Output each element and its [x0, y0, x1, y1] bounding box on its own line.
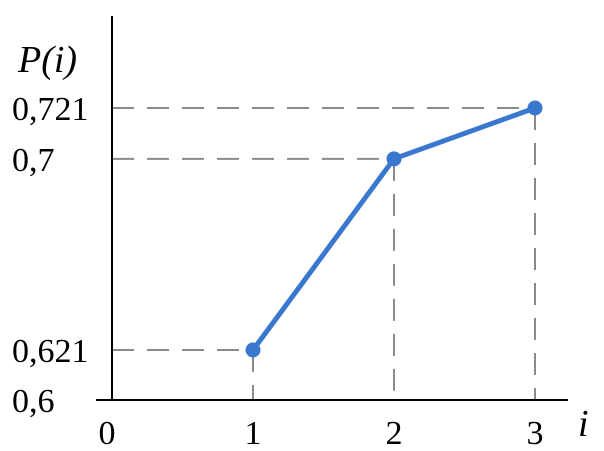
data-point: [386, 151, 402, 167]
y-tick-label: 0,621: [12, 333, 89, 370]
x-tick-label: 0: [99, 415, 116, 451]
x-tick-label: 3: [527, 415, 544, 451]
y-tick-label: 0,6: [12, 383, 55, 420]
y-tick-label: 0,721: [12, 91, 89, 128]
x-tick-label: 2: [386, 415, 403, 451]
x-tick-labels: 0 1 2 3: [99, 415, 544, 451]
y-tick-label: 0,7: [12, 142, 55, 179]
data-point: [527, 100, 543, 116]
y-tick-labels: 0,6 0,621 0,7 0,721: [12, 91, 89, 420]
x-axis-label: i: [578, 403, 589, 445]
y-axis-label: P(i): [17, 39, 77, 81]
data-point: [245, 342, 261, 358]
x-tick-label: 1: [245, 415, 262, 451]
guide-lines: [112, 107, 536, 400]
axes: [96, 16, 568, 401]
series-layer: [245, 100, 543, 358]
